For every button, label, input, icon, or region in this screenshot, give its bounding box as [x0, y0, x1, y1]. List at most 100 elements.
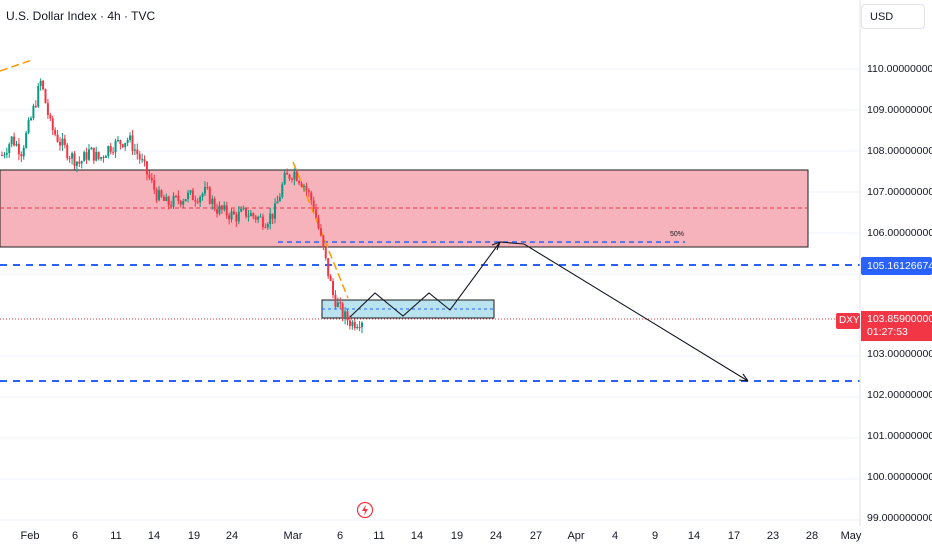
- x-tick: Apr: [567, 530, 585, 542]
- x-tick: Mar: [283, 530, 303, 542]
- y-tick: 107.000000000: [867, 186, 932, 198]
- candle-body: [85, 152, 88, 160]
- candle-body: [225, 205, 228, 216]
- candle-body: [8, 144, 11, 154]
- candle-body: [83, 152, 86, 162]
- candle-body: [298, 181, 301, 184]
- level-price-label: 105.161266741: [861, 257, 932, 275]
- candle-body: [274, 203, 277, 219]
- candle-body: [351, 321, 354, 326]
- candle-body: [182, 201, 185, 205]
- y-tick: 110.000000000: [867, 63, 932, 75]
- candle-body: [44, 89, 47, 104]
- currency-button[interactable]: USD: [861, 4, 925, 29]
- candle-body: [66, 144, 69, 159]
- candle-body: [257, 216, 260, 220]
- candle-body: [196, 201, 199, 203]
- x-tick: 4: [611, 530, 619, 542]
- candle-body: [102, 157, 105, 159]
- candle-body: [172, 195, 175, 207]
- candle-body: [348, 320, 351, 326]
- candle-body: [179, 200, 182, 205]
- candle-body: [51, 118, 54, 130]
- candle-body: [261, 216, 264, 228]
- candle-body: [249, 213, 252, 217]
- candle-body: [170, 205, 173, 207]
- candle-body: [25, 132, 28, 148]
- candle-body: [235, 214, 238, 222]
- candle-body: [109, 146, 112, 152]
- candle-body: [341, 303, 344, 320]
- candle-body: [201, 193, 204, 197]
- projection-arrowhead-up: [491, 241, 501, 251]
- candle-body: [269, 213, 272, 225]
- candle-body: [112, 151, 115, 153]
- candle-body: [141, 159, 144, 161]
- candle-body: [174, 195, 177, 197]
- x-tick: 24: [489, 530, 503, 542]
- candle-body: [10, 136, 13, 145]
- candle-body: [126, 139, 129, 143]
- y-tick: 106.000000000: [867, 227, 932, 239]
- candle-body: [155, 189, 158, 201]
- candle-body: [203, 187, 206, 194]
- x-tick: 23: [766, 530, 780, 542]
- candle-body: [63, 138, 66, 145]
- candle-body: [153, 180, 156, 190]
- candle-body: [37, 85, 40, 107]
- candle-body: [148, 174, 151, 178]
- y-tick: 108.000000000: [867, 145, 932, 157]
- candle-body: [293, 171, 296, 180]
- candle-body: [29, 118, 32, 121]
- candle-body: [315, 209, 318, 218]
- lightning-icon[interactable]: [356, 501, 374, 519]
- candle-body: [80, 161, 83, 164]
- candle-body: [290, 178, 293, 180]
- symbol-badge: DXY: [836, 313, 860, 329]
- candle-body: [95, 151, 98, 161]
- x-tick: 28: [805, 530, 819, 542]
- candle-body: [187, 192, 190, 200]
- candle-body: [61, 138, 64, 146]
- y-tick: 99.000000000: [867, 512, 932, 524]
- candle-body: [97, 151, 100, 159]
- candle-body: [3, 154, 6, 156]
- candle-body: [286, 172, 289, 175]
- candle-body: [319, 228, 322, 236]
- candle-body: [300, 183, 303, 187]
- candle-body: [329, 276, 332, 281]
- candle-body: [189, 190, 192, 193]
- candle-body: [158, 190, 161, 201]
- candle-body: [133, 149, 136, 151]
- candle-body: [211, 198, 214, 204]
- candle-body: [131, 135, 134, 151]
- x-tick: 11: [110, 530, 122, 542]
- candle-body: [107, 146, 110, 157]
- candle-body: [288, 174, 291, 179]
- candle-body: [271, 213, 274, 219]
- x-tick: May: [840, 530, 862, 542]
- candle-body: [245, 207, 248, 217]
- candle-body: [259, 216, 262, 218]
- candle-body: [307, 190, 310, 193]
- candle-body: [281, 184, 284, 197]
- candle-body: [42, 80, 45, 90]
- candle-body: [191, 190, 194, 201]
- x-tick: 24: [225, 530, 239, 542]
- candle-body: [75, 161, 78, 166]
- candle-body: [295, 171, 298, 182]
- candle-body: [310, 192, 313, 201]
- candle-body: [276, 201, 279, 204]
- candle-body: [230, 211, 233, 220]
- candle-body: [58, 141, 61, 146]
- candle-body: [247, 216, 250, 218]
- candle-body: [177, 195, 180, 201]
- candle-body: [68, 158, 71, 160]
- x-tick: 14: [147, 530, 161, 542]
- candle-body: [46, 103, 49, 115]
- candle-body: [266, 224, 269, 228]
- candle-body: [344, 311, 347, 320]
- candle-body: [283, 172, 286, 185]
